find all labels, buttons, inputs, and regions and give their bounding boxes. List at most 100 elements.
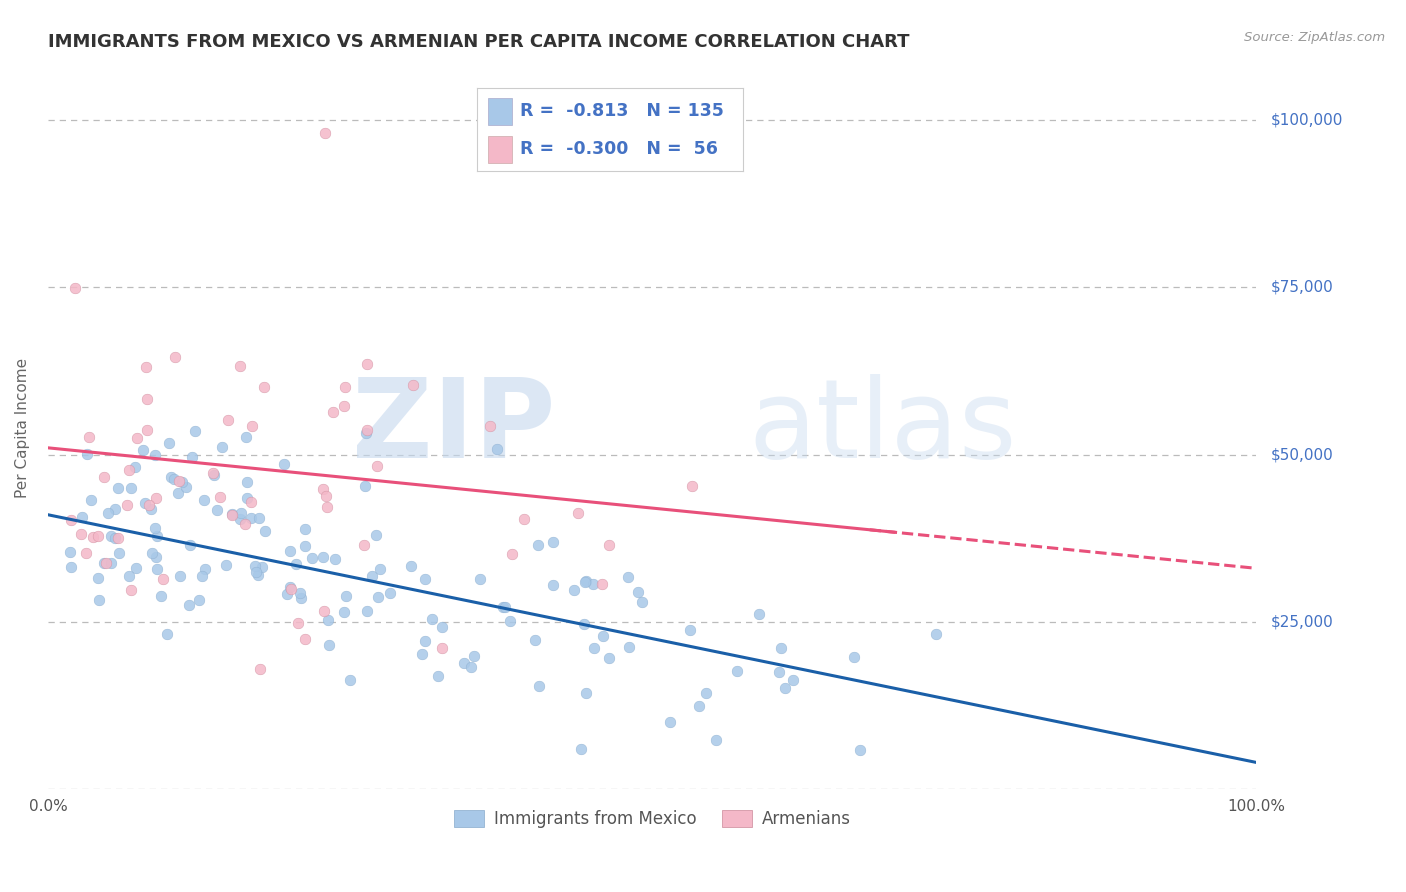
Point	[494, 599, 516, 614]
Text: IMMIGRANTS FROM MEXICO VS ARMENIAN PER CAPITA INCOME CORRELATION CHART: IMMIGRANTS FROM MEXICO VS ARMENIAN PER C…	[48, 33, 910, 51]
Point	[294, 632, 316, 647]
Point	[104, 531, 127, 545]
Point	[569, 742, 592, 756]
Point	[278, 580, 301, 594]
Point	[233, 517, 256, 532]
Point	[432, 620, 454, 634]
Point	[125, 431, 148, 445]
Point	[221, 508, 243, 522]
Point	[276, 587, 298, 601]
Point	[236, 491, 259, 505]
Point	[353, 538, 375, 552]
Point	[145, 491, 167, 505]
Point	[135, 360, 157, 375]
Point	[235, 430, 257, 444]
Point	[432, 641, 454, 656]
Point	[582, 577, 605, 591]
Point	[193, 493, 215, 508]
Point	[339, 673, 361, 688]
Text: ZIP: ZIP	[352, 375, 555, 482]
Point	[59, 513, 82, 527]
Point	[312, 482, 335, 496]
Point	[240, 495, 263, 509]
Point	[229, 512, 252, 526]
Point	[229, 359, 252, 373]
Point	[194, 562, 217, 576]
Point	[150, 590, 173, 604]
Point	[572, 617, 595, 632]
Point	[141, 546, 163, 560]
Point	[63, 281, 86, 295]
Point	[463, 649, 485, 664]
Point	[513, 512, 536, 526]
Point	[361, 569, 384, 583]
Point	[627, 585, 650, 599]
Point	[453, 656, 475, 670]
Point	[842, 650, 865, 665]
Point	[401, 559, 423, 574]
Point	[413, 572, 436, 586]
Point	[318, 638, 340, 652]
Point	[163, 350, 186, 364]
Point	[132, 443, 155, 458]
Point	[93, 470, 115, 484]
Point	[290, 591, 312, 606]
Point	[312, 549, 335, 564]
Point	[413, 634, 436, 648]
Point	[245, 565, 267, 579]
Point	[247, 511, 270, 525]
Point	[704, 733, 727, 747]
Point	[217, 413, 239, 427]
Point	[378, 585, 401, 599]
Point	[136, 392, 159, 406]
Point	[208, 490, 231, 504]
Point	[118, 569, 141, 583]
Point	[335, 379, 357, 393]
Point	[121, 481, 143, 495]
Point	[176, 481, 198, 495]
Point	[524, 632, 547, 647]
Point	[294, 539, 316, 553]
Point	[240, 419, 263, 434]
Point	[294, 522, 316, 536]
Point	[70, 510, 93, 524]
Point	[179, 538, 201, 552]
Point	[77, 430, 100, 444]
Point	[124, 460, 146, 475]
Point	[177, 598, 200, 612]
Point	[333, 606, 356, 620]
Point	[287, 615, 309, 630]
Point	[679, 624, 702, 638]
Point	[486, 442, 509, 456]
Point	[782, 673, 804, 687]
Point	[134, 496, 156, 510]
Point	[82, 530, 104, 544]
Point	[316, 500, 339, 515]
Point	[143, 448, 166, 462]
Point	[79, 492, 101, 507]
Point	[411, 647, 433, 661]
Point	[541, 578, 564, 592]
Point	[245, 559, 267, 574]
Point	[354, 479, 377, 493]
Point	[202, 467, 225, 482]
Point	[541, 535, 564, 549]
Point	[574, 575, 596, 590]
Point	[848, 742, 870, 756]
Point	[335, 589, 357, 603]
Point	[107, 546, 129, 560]
Point	[695, 685, 717, 699]
Point	[598, 538, 620, 552]
Point	[188, 592, 211, 607]
Point	[104, 502, 127, 516]
Point	[367, 590, 389, 604]
Point	[278, 544, 301, 558]
Point	[402, 377, 425, 392]
Point	[422, 612, 444, 626]
Point	[290, 586, 312, 600]
Point	[354, 425, 377, 440]
Point	[221, 507, 243, 521]
Point	[211, 441, 233, 455]
Point	[332, 400, 354, 414]
Point	[925, 627, 948, 641]
